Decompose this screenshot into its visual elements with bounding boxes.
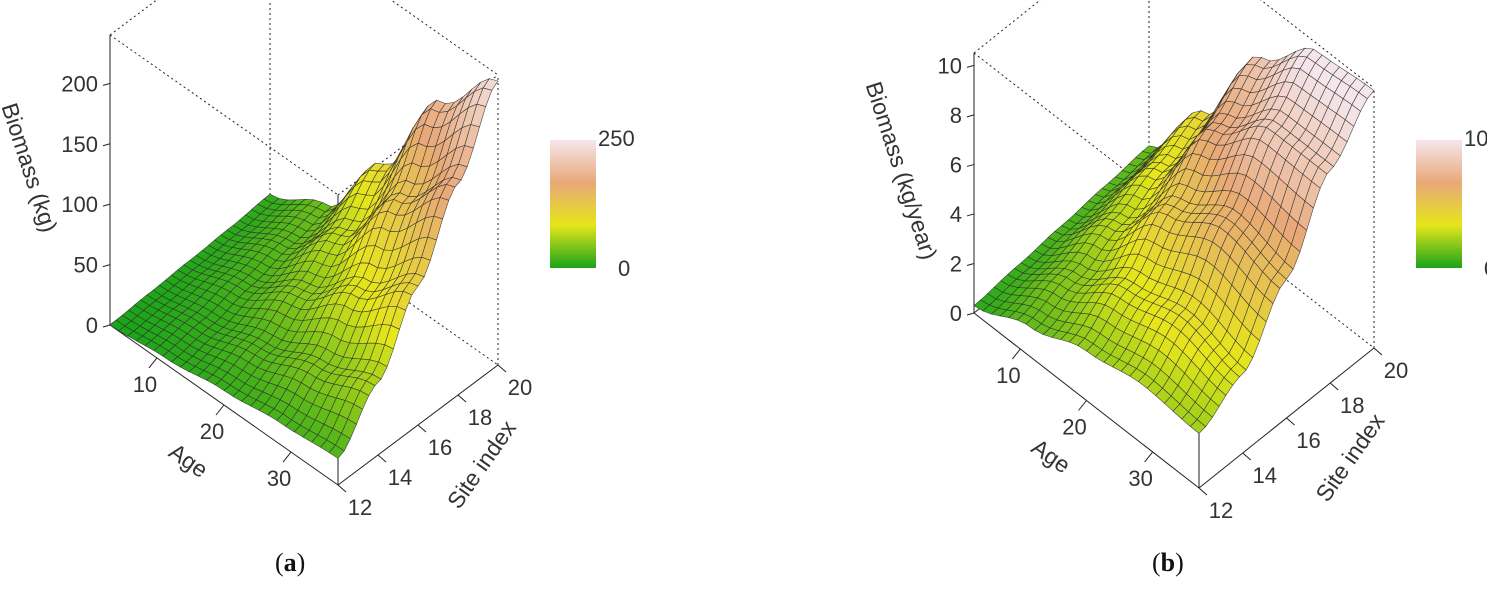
colorbar: 10 0 xyxy=(1416,126,1487,281)
z-tick-label: 0 xyxy=(86,313,98,338)
x-tick-label: 30 xyxy=(267,466,291,491)
y-tick-mark xyxy=(417,424,427,433)
y-tick-label: 18 xyxy=(1340,393,1364,418)
z-tick-label: 0 xyxy=(950,301,962,326)
z-tick-mark xyxy=(966,262,975,266)
z-axis-label: Biomass (kg) xyxy=(0,100,63,236)
colorbar-max-label: 10 xyxy=(1464,126,1487,151)
z-tick-mark xyxy=(102,324,111,328)
z-tick-label: 150 xyxy=(61,132,98,157)
chart-panel-a: 0 50 100 150 200 Biomass (kg) 10 20 30 Age 12 14 16 1… xyxy=(0,0,743,586)
x-tick-mark xyxy=(215,404,225,416)
colorbar-gradient xyxy=(550,140,596,268)
x-tick-mark xyxy=(1078,400,1087,411)
y-tick-mark xyxy=(1198,487,1208,496)
y-tick-mark xyxy=(497,364,507,373)
x-tick-label: 10 xyxy=(996,363,1020,388)
y-tick-label: 14 xyxy=(1253,463,1277,488)
box-edge-dotted xyxy=(973,0,1042,54)
surface-mesh xyxy=(973,47,1375,434)
z-tick-label: 4 xyxy=(950,202,962,227)
box-edge-dotted xyxy=(109,34,339,196)
x-tick-label: 20 xyxy=(200,419,224,444)
colorbar-max-label: 250 xyxy=(598,126,635,151)
y-tick-label: 12 xyxy=(348,495,372,520)
z-tick-mark xyxy=(102,143,111,147)
box-edge-dotted xyxy=(390,0,499,76)
chart-panel-b: 0 2 4 6 8 10 Biomass (kg/year) 10 20 30 Age 12 14 16 1… xyxy=(744,0,1487,586)
surface-facet xyxy=(109,319,126,332)
z-tick-mark xyxy=(102,82,111,86)
y-tick-label: 20 xyxy=(1384,358,1408,383)
z-tick-mark xyxy=(102,203,111,207)
z-axis: 0 50 100 150 200 Biomass (kg) xyxy=(0,71,111,338)
z-tick-mark xyxy=(966,114,975,118)
box-edge-dotted xyxy=(109,0,158,36)
y-tick-label: 20 xyxy=(508,375,532,400)
y-tick-label: 18 xyxy=(468,405,492,430)
colorbar: 250 0 xyxy=(550,126,635,281)
y-tick-mark xyxy=(1286,417,1295,426)
y-tick-label: 16 xyxy=(428,435,452,460)
colorbar-gradient xyxy=(1416,140,1462,268)
y-tick-mark xyxy=(377,454,387,463)
x-tick-label: 30 xyxy=(1128,466,1152,491)
x-tick-label: 20 xyxy=(1062,415,1086,440)
z-tick-label: 2 xyxy=(950,251,962,276)
z-axis-label: Biomass (kg/year) xyxy=(861,78,943,262)
surface-facet xyxy=(973,299,990,312)
colorbar-min-label: 0 xyxy=(618,256,630,281)
z-tick-label: 6 xyxy=(950,152,962,177)
x-tick-mark xyxy=(1144,451,1154,463)
y-tick-label: 14 xyxy=(388,465,412,490)
y-tick-label: 16 xyxy=(1296,428,1320,453)
panel-caption-b: (b) xyxy=(1152,548,1184,577)
z-tick-label: 10 xyxy=(938,53,962,78)
y-tick-mark xyxy=(1329,382,1339,391)
y-tick-mark xyxy=(1242,452,1252,461)
z-tick-label: 200 xyxy=(61,71,98,96)
surface-mesh xyxy=(109,78,499,459)
y-tick-label: 12 xyxy=(1209,498,1233,523)
y-axis-label: Site index xyxy=(1310,408,1390,506)
colorbar-min-label: 0 xyxy=(1484,256,1487,281)
z-tick-label: 50 xyxy=(74,253,98,278)
z-tick-mark xyxy=(966,64,975,68)
x-tick-mark xyxy=(282,451,292,463)
z-tick-label: 8 xyxy=(950,103,962,128)
y-tick-mark xyxy=(337,484,347,493)
panel-caption-a: (a) xyxy=(275,548,306,577)
x-tick-mark xyxy=(1011,348,1021,360)
z-tick-mark xyxy=(966,312,975,316)
y-tick-mark xyxy=(1373,347,1383,356)
z-tick-mark xyxy=(102,264,111,268)
x-tick-mark xyxy=(148,357,158,369)
z-tick-label: 100 xyxy=(61,192,98,217)
x-tick-label: 10 xyxy=(133,372,157,397)
z-tick-mark xyxy=(966,163,975,167)
y-tick-mark xyxy=(457,394,467,403)
x-axis-label: Age xyxy=(164,438,212,483)
z-tick-mark xyxy=(966,213,975,217)
x-axis-label: Age xyxy=(1027,434,1075,479)
